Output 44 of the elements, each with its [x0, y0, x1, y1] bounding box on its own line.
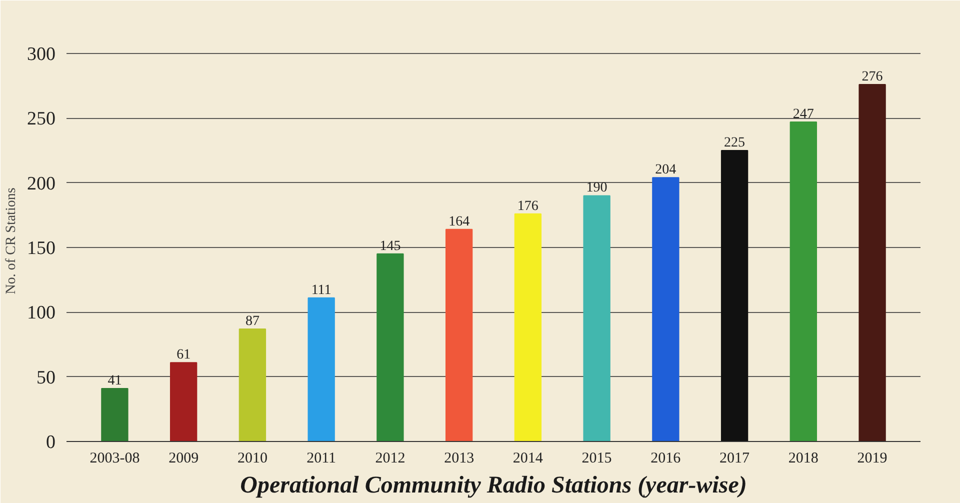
- y-tick-label: 200: [27, 173, 56, 194]
- bar: [238, 328, 266, 442]
- x-tick-label: 2011: [306, 450, 336, 466]
- x-tick-label: 2018: [788, 450, 818, 466]
- y-tick-label: 50: [36, 367, 56, 388]
- data-label: 276: [862, 69, 883, 84]
- bar: [858, 84, 886, 442]
- x-tick-label: 2019: [857, 450, 888, 466]
- data-label: 247: [792, 106, 814, 122]
- data-label: 204: [655, 162, 676, 178]
- y-tick-label: 100: [27, 302, 56, 324]
- y-tick-label: 150: [27, 238, 56, 259]
- x-tick-label: 2013: [444, 450, 474, 466]
- bar: [308, 297, 335, 442]
- y-tick-label: 0: [46, 432, 56, 453]
- y-tick-label: 300: [27, 44, 56, 65]
- x-tick-label: 2009: [168, 450, 199, 466]
- x-tick-label: 2016: [650, 450, 682, 466]
- bar: [514, 213, 542, 442]
- data-label: 111: [311, 282, 332, 298]
- bar: [720, 150, 748, 442]
- y-tick-label: 250: [27, 108, 56, 130]
- bar: [652, 177, 680, 442]
- bar: [376, 253, 404, 442]
- bar: [170, 362, 198, 442]
- data-label: 164: [448, 214, 470, 230]
- bar: [790, 121, 818, 442]
- data-label: 176: [517, 198, 538, 214]
- x-tick-label: 2012: [375, 450, 406, 466]
- bar: [445, 228, 473, 442]
- y-axis-title: No. of CR Stations: [4, 188, 19, 294]
- x-tick-label: 2010: [237, 450, 268, 466]
- x-tick-label: 2014: [512, 450, 544, 466]
- x-tick-label: 2003-08: [90, 450, 140, 466]
- bar: [583, 195, 610, 442]
- bar: [101, 388, 128, 442]
- data-label: 87: [245, 314, 260, 329]
- x-tick-label: 2015: [582, 450, 612, 466]
- text: Operational Community Radio Stations (year-wise): [240, 472, 747, 498]
- data-label: 225: [724, 135, 746, 150]
- data-label: 61: [176, 348, 191, 363]
- x-tick-label: 2017: [720, 450, 750, 466]
- data-label: 190: [586, 180, 608, 196]
- data-label: 41: [108, 373, 122, 388]
